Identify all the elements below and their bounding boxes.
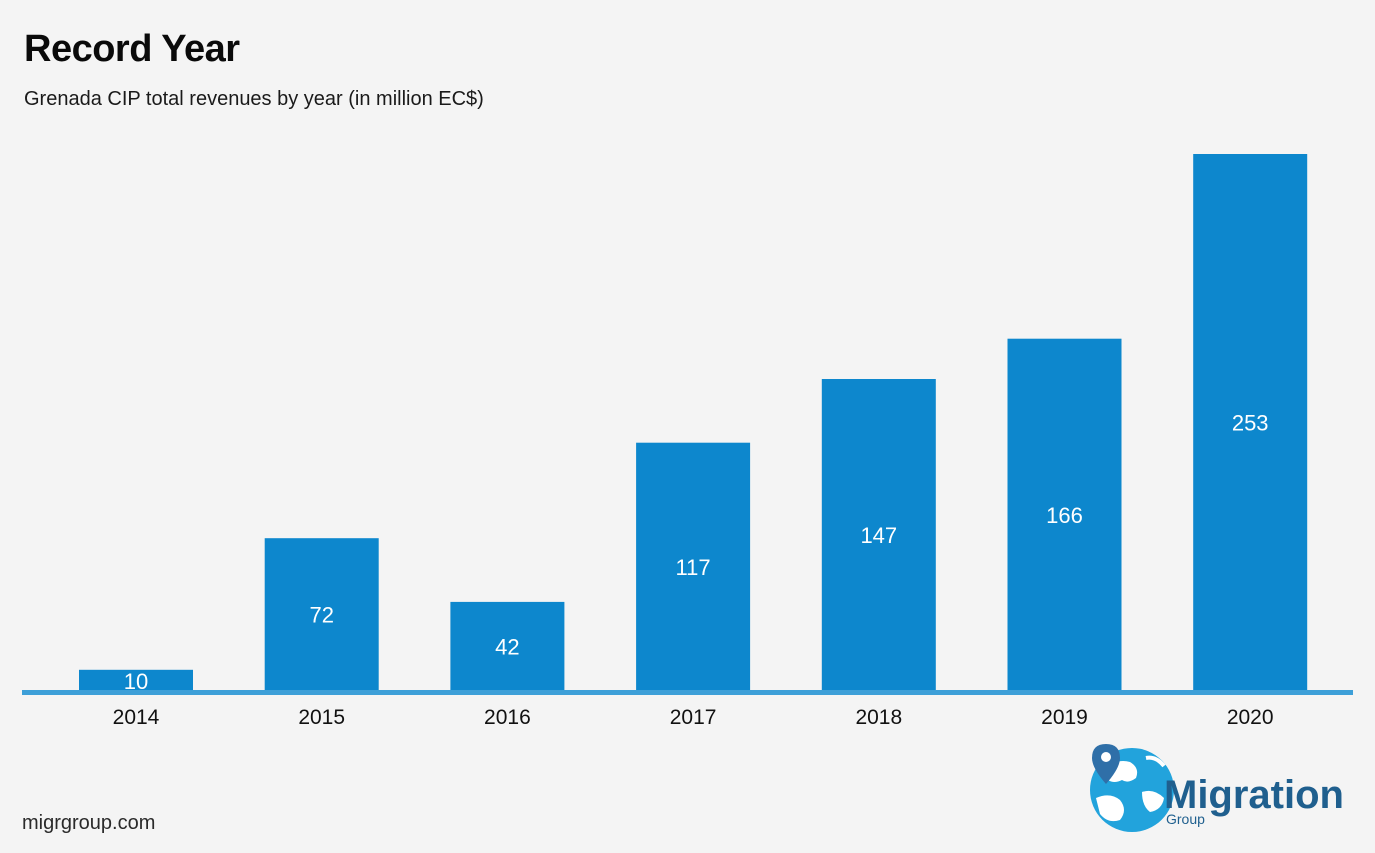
value-label-2018: 147: [860, 523, 897, 548]
x-axis-line: [22, 690, 1353, 695]
value-label-2014: 10: [124, 669, 148, 694]
chart-subtitle: Grenada CIP total revenues by year (in m…: [24, 88, 484, 110]
x-tick-label-2019: 2019: [1041, 706, 1088, 729]
footer-website-url: migrgroup.com: [22, 812, 156, 834]
bar-2020: [1193, 154, 1308, 691]
x-tick-label-2017: 2017: [670, 706, 717, 729]
x-tick-label-2020: 2020: [1227, 706, 1274, 729]
x-tick-label-2015: 2015: [298, 706, 345, 729]
value-label-2015: 72: [309, 603, 333, 628]
chart-title: Record Year: [24, 28, 240, 70]
logo-subtitle: Group: [1166, 811, 1205, 827]
bar-2014: [79, 669, 193, 691]
value-label-2017: 117: [676, 555, 711, 580]
bar-2019: [1007, 338, 1122, 691]
x-tick-label-2018: 2018: [855, 706, 902, 729]
value-label-2019: 166: [1046, 503, 1083, 528]
bars-group: [79, 154, 1308, 691]
bar-2016: [450, 601, 565, 691]
value-label-2020: 253: [1232, 411, 1269, 436]
bar-2017: [636, 442, 751, 691]
bar-2018: [821, 379, 936, 691]
location-pin-icon: [1092, 744, 1120, 784]
x-tick-label-2016: 2016: [484, 706, 531, 729]
logo-wordmark: Migration: [1164, 773, 1344, 817]
x-tick-label-2014: 2014: [113, 706, 160, 729]
migration-group-logo: Migration Group: [1090, 744, 1344, 832]
x-tick-labels-group: 2014 2015 2016 2017 2018 2019 2020: [113, 706, 1274, 729]
bar-2015: [264, 538, 379, 691]
value-labels-group: 10 72 42 117 147 166 253: [124, 411, 1269, 695]
value-label-2016: 42: [495, 634, 519, 659]
